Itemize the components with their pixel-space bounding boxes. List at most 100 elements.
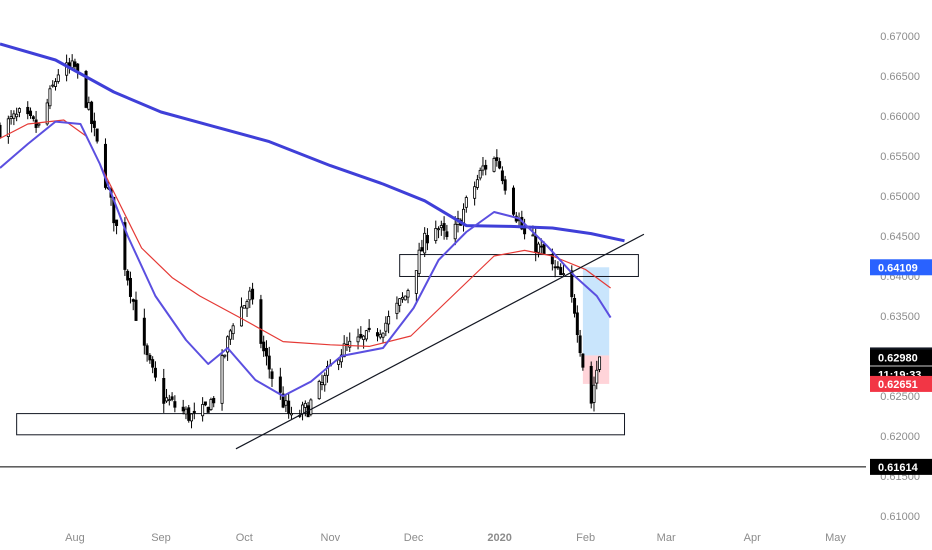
candle-body — [495, 157, 499, 161]
candle-body — [417, 249, 421, 274]
candle-body — [248, 290, 252, 301]
candle — [561, 264, 565, 277]
candle — [309, 398, 313, 417]
candle — [498, 157, 502, 170]
candle-body — [423, 232, 427, 254]
candle — [190, 413, 194, 429]
drawing-lines-layer[interactable] — [0, 233, 866, 468]
candle-body — [92, 120, 96, 128]
candle-body — [65, 62, 69, 76]
candle — [242, 305, 246, 309]
x-tick-label: Oct — [236, 532, 253, 544]
candle-body — [437, 228, 441, 231]
candle-body — [192, 410, 196, 414]
candle-body — [51, 84, 55, 87]
y-tick-label: 0.65000 — [880, 191, 920, 203]
candle-body — [362, 335, 366, 340]
candle-body — [259, 299, 263, 344]
candle-body — [425, 235, 429, 244]
candle — [134, 291, 138, 321]
candle-body — [414, 270, 418, 294]
candle — [142, 308, 146, 355]
candle — [553, 259, 557, 278]
candle — [0, 122, 2, 139]
candle — [15, 107, 19, 122]
candle — [95, 128, 99, 144]
candle-body — [54, 81, 58, 87]
candle — [445, 224, 449, 240]
price-tag-bg — [870, 375, 932, 392]
candle — [56, 69, 60, 84]
candle-body — [511, 187, 515, 215]
candle — [209, 397, 213, 411]
candle — [6, 115, 10, 144]
candle-body — [406, 290, 410, 298]
candle — [239, 297, 243, 327]
zones-layer[interactable] — [16, 254, 639, 436]
candle — [270, 368, 274, 387]
candle-body — [220, 355, 224, 404]
candle-body — [167, 399, 171, 402]
candle-body — [589, 365, 593, 404]
candle — [126, 269, 130, 286]
candle — [203, 401, 207, 407]
candle-body — [400, 297, 404, 300]
candle — [481, 156, 485, 176]
candle — [281, 386, 285, 409]
candle — [187, 404, 191, 423]
candle-body — [226, 336, 230, 353]
candle — [337, 357, 341, 371]
candle-body — [556, 266, 560, 269]
candle-body — [190, 413, 194, 422]
position-target-zone[interactable] — [582, 267, 610, 356]
candle — [423, 227, 427, 258]
long-position-tool[interactable] — [582, 267, 610, 384]
candle — [245, 299, 249, 318]
candle-body — [184, 408, 188, 415]
x-axis[interactable]: Aug Sep Oct Nov Dec 2020 Feb Mar Apr May — [65, 532, 846, 544]
candle-body — [503, 179, 507, 191]
candle — [317, 379, 321, 400]
candle-body — [48, 88, 52, 107]
candle-body — [142, 317, 146, 346]
x-tick-label: Feb — [576, 532, 595, 544]
resistance-box[interactable] — [399, 254, 639, 277]
candle — [173, 395, 177, 413]
candle-body — [242, 305, 246, 309]
candle — [556, 261, 560, 271]
candle-body — [145, 345, 149, 356]
candle — [262, 335, 266, 357]
candle-body — [212, 397, 216, 404]
candle-body — [203, 401, 207, 406]
candle-body — [251, 288, 255, 300]
candle-body — [287, 400, 291, 414]
candle — [442, 216, 446, 240]
candle — [259, 294, 263, 349]
candle — [289, 406, 293, 420]
candle-body — [573, 297, 577, 314]
candle-body — [206, 406, 210, 413]
candle-body — [367, 327, 371, 330]
trendline[interactable] — [235, 233, 645, 450]
candle-body — [364, 330, 368, 340]
candle-body — [403, 295, 407, 301]
candle-body — [173, 401, 177, 408]
y-tick-label: 0.65500 — [880, 151, 920, 163]
candle — [26, 101, 30, 120]
candle — [145, 343, 149, 362]
price-tag: 0.62980 — [870, 349, 932, 366]
candle — [184, 406, 188, 420]
candle — [303, 400, 307, 417]
candle — [151, 356, 155, 374]
support-box[interactable] — [16, 413, 626, 436]
candle-body — [598, 356, 602, 370]
candle-body — [70, 60, 74, 69]
candle — [48, 85, 52, 110]
candle-body — [209, 399, 213, 411]
candle-body — [375, 332, 379, 337]
candle — [578, 329, 582, 357]
candle-body — [381, 332, 385, 338]
candle — [453, 216, 457, 246]
